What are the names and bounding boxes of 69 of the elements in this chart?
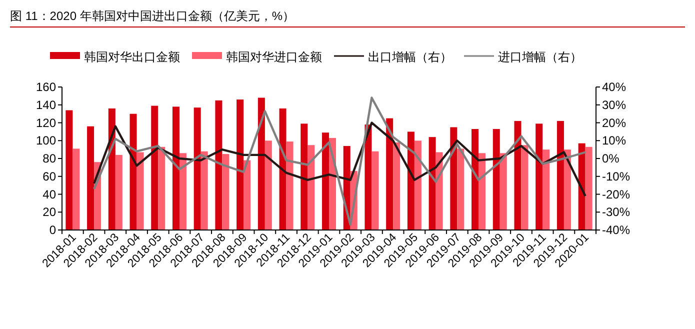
bar — [258, 98, 265, 230]
bar — [457, 148, 464, 230]
bar — [87, 126, 94, 230]
bar — [414, 140, 422, 230]
y2-tick-label: 30% — [602, 98, 626, 112]
bar — [500, 153, 507, 230]
y2-tick-label: -10% — [602, 169, 630, 184]
bar — [244, 160, 251, 230]
bar — [151, 106, 158, 230]
bar — [556, 120, 564, 230]
bar — [200, 151, 208, 230]
bar — [578, 143, 586, 230]
y-tick-label: 0 — [49, 223, 56, 237]
bar — [472, 129, 479, 230]
bar — [407, 132, 414, 230]
chart-title: 图 11：2020 年韩国对中国进出口金额（亿美元，%） — [10, 9, 294, 23]
bar — [308, 145, 315, 230]
bar — [300, 124, 308, 230]
bar — [322, 132, 329, 230]
bar — [194, 108, 201, 230]
y-tick-label: 160 — [36, 80, 56, 94]
y-tick-label: 80 — [42, 152, 56, 166]
y2-tick-label: -20% — [602, 187, 630, 202]
bar — [108, 108, 116, 230]
bar — [158, 146, 166, 230]
bar — [536, 124, 543, 230]
bar — [585, 146, 592, 230]
bar — [393, 142, 400, 230]
bar — [372, 151, 379, 230]
bar — [179, 153, 186, 230]
bar — [386, 118, 394, 230]
y2-tick-label: 10% — [602, 134, 626, 148]
bar — [172, 106, 180, 230]
y2-tick-label: 40% — [602, 80, 626, 94]
y-tick-label: 140 — [36, 98, 56, 112]
y2-tick-label: -40% — [602, 223, 630, 237]
bar — [130, 114, 137, 230]
y-tick-label: 100 — [36, 134, 56, 148]
legend-label: 进口增幅（右） — [498, 50, 582, 64]
y-tick-label: 120 — [36, 116, 56, 130]
bar — [72, 148, 80, 230]
bar — [450, 127, 458, 230]
y-tick-label: 40 — [42, 187, 56, 202]
bar — [521, 145, 528, 230]
bar — [492, 129, 500, 230]
bar — [264, 140, 272, 230]
y-tick-label: 20 — [42, 205, 56, 220]
bar — [364, 124, 372, 230]
bar — [478, 153, 486, 230]
legend-label: 韩国对华出口金额 — [84, 50, 180, 64]
bar — [136, 152, 144, 230]
bar — [66, 110, 73, 230]
y2-tick-label: -30% — [602, 205, 630, 220]
bar — [564, 150, 571, 230]
bar — [428, 137, 436, 230]
bar — [222, 154, 230, 230]
bar — [279, 108, 286, 230]
bar — [542, 150, 550, 230]
line-series — [92, 122, 586, 198]
bar — [215, 100, 222, 230]
y2-tick-label: 0% — [602, 152, 620, 166]
bar — [115, 154, 122, 230]
legend-label: 出口增幅（右） — [368, 50, 452, 64]
y-tick-label: 60 — [42, 169, 56, 184]
legend-label: 韩国对华进口金额 — [226, 50, 322, 64]
bar — [236, 100, 244, 230]
bar — [286, 142, 294, 230]
bar — [514, 120, 522, 230]
y2-tick-label: 20% — [602, 116, 626, 130]
